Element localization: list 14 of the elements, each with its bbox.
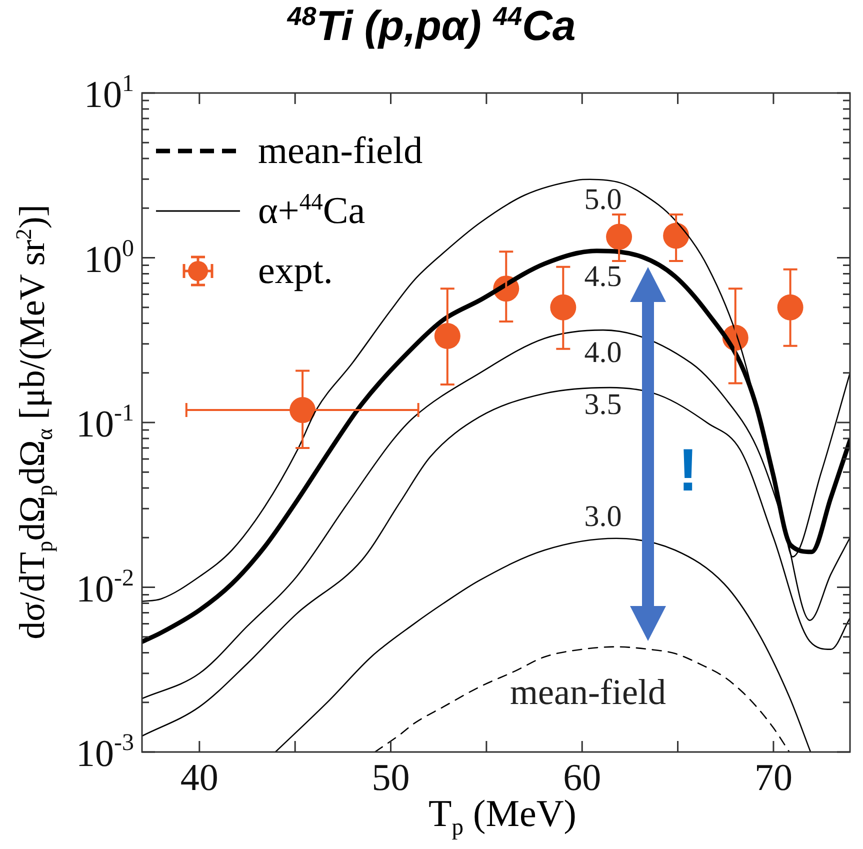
annotation: !	[678, 436, 698, 504]
chart-title: $^{48}$Ti (p,pα) $^{44}$Ca	[286, 1, 577, 50]
annotation: 4.0	[584, 336, 622, 370]
x-tick-label: 40	[180, 757, 218, 799]
annotation: mean-field	[510, 671, 666, 713]
annotation: 3.0	[584, 500, 622, 534]
legend-label: α+$^{44}$Ca	[258, 189, 366, 233]
x-tick-label: 50	[372, 757, 410, 799]
legend-label: mean-field	[258, 129, 423, 173]
annotation: 4.5	[584, 260, 622, 294]
annotation: 3.5	[584, 388, 622, 422]
legend-label: expt.	[258, 249, 333, 293]
x-tick-label: 70	[754, 757, 792, 799]
annotation: 5.0	[584, 183, 622, 217]
